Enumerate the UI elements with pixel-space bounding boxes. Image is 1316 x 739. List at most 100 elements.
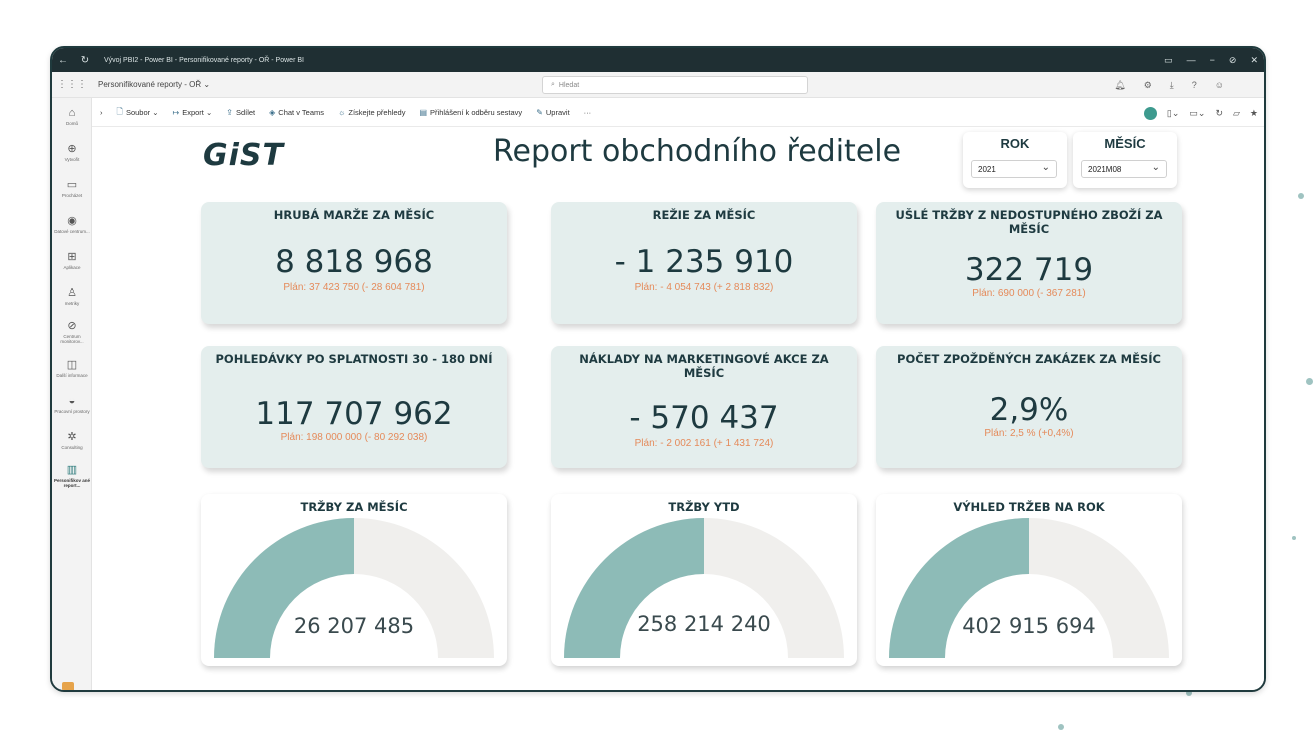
account-icon[interactable]: ☺ xyxy=(1214,80,1224,90)
nav-item-data-hub[interactable]: ◉ Datové centrum... xyxy=(54,214,90,234)
month-value: 2021M08 xyxy=(1088,164,1122,174)
power-bi-window: ← ↻ Vývoj PBI2 - Power BI - Personifikov… xyxy=(50,46,1266,692)
gauge-value: 258 214 240 xyxy=(637,612,771,636)
expand-chevron-icon[interactable]: › xyxy=(100,108,103,117)
gauge-card-monthly-sales[interactable]: TRŽBY ZA MĚSÍC 26 207 485 xyxy=(201,494,507,666)
report-toolbar: › 🗋︎ Soubor ⌄ ↦ Export ⌄ ⇪ Sdílet ◈ Chat v T… xyxy=(92,99,1264,127)
decorative-dot xyxy=(1186,690,1192,696)
maximize-icon[interactable]: ⊘ xyxy=(1228,54,1237,65)
kpi-card-overhead[interactable]: REŽIE ZA MĚSÍC - 1 235 910 Plán: - 4 054… xyxy=(551,202,857,324)
search-input[interactable]: ⌕ Hledat xyxy=(542,76,808,94)
pencil-icon: ✎ xyxy=(536,108,543,117)
gauge-title: VÝHLED TRŽEB NA ROK xyxy=(953,500,1105,514)
gauge-value: 402 915 694 xyxy=(962,614,1096,638)
kpi-title: HRUBÁ MARŽE ZA MĚSÍC xyxy=(273,208,435,222)
gauge-chart xyxy=(889,518,1169,658)
kpi-card-delayed-orders[interactable]: POČET ZPOŽDĚNÝCH ZAKÁZEK ZA MĚSÍC 2,9% P… xyxy=(876,346,1182,468)
teams-icon: ◈ xyxy=(269,108,276,117)
year-slicer-title: ROK xyxy=(1000,136,1030,151)
window-controls: ▭ — − ⊘ ✕ xyxy=(1164,48,1258,72)
nav-item-home[interactable]: ⌂ Domů xyxy=(65,106,78,126)
restore-icon[interactable]: ▭ xyxy=(1164,54,1173,65)
year-value: 2021 xyxy=(978,164,996,174)
kpi-card-receivables[interactable]: POHLEDÁVKY PO SPLATNOSTI 30 - 180 DNÍ 11… xyxy=(201,346,507,468)
title-bar: ← ↻ Vývoj PBI2 - Power BI - Personifikov… xyxy=(52,48,1264,72)
plus-icon: ⊕ xyxy=(67,142,77,155)
breadcrumb[interactable]: Personifikované reporty - OŘ ⌄ xyxy=(98,80,211,89)
kpi-plan: Plán: 198 000 000 (- 80 292 038) xyxy=(280,432,428,443)
favorite-icon[interactable]: ★ xyxy=(1249,107,1258,118)
bookmark-icon[interactable]: ▯⌄ xyxy=(1166,107,1180,118)
share-button[interactable]: ⇪ Sdílet xyxy=(226,108,256,117)
gauge-card-ytd-sales[interactable]: TRŽBY YTD 258 214 240 xyxy=(551,494,857,666)
gauge-card-yearly-outlook[interactable]: VÝHLED TRŽEB NA ROK 402 915 694 xyxy=(876,494,1182,666)
insights-button[interactable]: ☼ Získejte přehledy xyxy=(338,108,406,117)
month-dropdown[interactable]: 2021M08 ⌄ xyxy=(1081,160,1167,178)
gauge-value: 26 207 485 xyxy=(293,614,415,638)
kpi-card-gross-margin[interactable]: HRUBÁ MARŽE ZA MĚSÍC 8 818 968 Plán: 37 … xyxy=(201,202,507,324)
kpi-value: 2,9% xyxy=(989,392,1069,428)
kpi-card-marketing-costs[interactable]: NÁKLADY NA MARKETINGOVÉ AKCE ZA MĚSÍC - … xyxy=(551,346,857,468)
report-canvas: GiST Report obchodního ředitele ROK 2021… xyxy=(93,128,1264,690)
nav-item-create[interactable]: ⊕ Vytvořit xyxy=(64,142,80,162)
home-icon: ⌂ xyxy=(68,106,76,119)
nav-item-metrics[interactable]: ♙ metriky xyxy=(64,286,80,306)
comment-icon[interactable]: ▱ xyxy=(1233,107,1240,118)
kpi-title: UŠLÉ TRŽBY Z NEDOSTUPNÉHO ZBOŽÍ ZA MĚSÍC xyxy=(895,208,1163,236)
window-title: Vývoj PBI2 - Power BI - Personifikované … xyxy=(104,56,304,64)
nav-item-personified-reports[interactable]: ▥ Personifikov ané report... xyxy=(53,464,90,488)
refresh-icon[interactable]: ↻ xyxy=(80,54,90,66)
separator-icon: — xyxy=(1186,55,1196,65)
kpi-title: POČET ZPOŽDĚNÝCH ZAKÁZEK ZA MĚSÍC xyxy=(897,352,1161,366)
nav-item-learn[interactable]: ◫ Další informace xyxy=(56,358,88,378)
kpi-value: - 570 437 xyxy=(629,400,779,436)
bell-icon[interactable]: 🔔︎ xyxy=(1114,79,1126,90)
month-slicer: MĚSÍC 2021M08 ⌄ xyxy=(1073,132,1177,188)
export-menu[interactable]: ↦ Export ⌄ xyxy=(172,108,213,117)
gauge-fill xyxy=(564,518,704,658)
kpi-plan: Plán: - 4 054 743 (+ 2 818 832) xyxy=(634,282,774,293)
year-dropdown[interactable]: 2021 ⌄ xyxy=(971,160,1057,178)
kpi-plan: Plán: 690 000 (- 367 281) xyxy=(972,288,1086,299)
workspaces-icon: ◒ xyxy=(68,394,76,407)
nav-item-workspaces[interactable]: ◒ Pracovní prostory xyxy=(54,394,90,414)
kpi-card-lost-sales[interactable]: UŠLÉ TRŽBY Z NEDOSTUPNÉHO ZBOŽÍ ZA MĚSÍC… xyxy=(876,202,1182,324)
kpi-plan: Plán: 37 423 750 (- 28 604 781) xyxy=(283,282,425,293)
month-slicer-title: MĚSÍC xyxy=(1104,136,1146,151)
view-icon[interactable]: ▭⌄ xyxy=(1189,107,1206,118)
gauge-chart xyxy=(214,518,494,658)
teams-chat-button[interactable]: ◈ Chat v Teams xyxy=(269,108,325,117)
gauge-fill xyxy=(214,518,354,658)
decorative-dot xyxy=(1298,193,1304,199)
left-nav: ⌂ Domů ⊕ Vytvořit ▭ Procházet ◉ Datové centr… xyxy=(52,98,92,690)
subscribe-button[interactable]: ▤ Přihlášení k odběru sestavy xyxy=(419,108,523,117)
app-launcher-icon[interactable]: ⋮⋮⋮ xyxy=(57,79,87,90)
gear-icon[interactable]: ⚙ xyxy=(1143,79,1152,90)
chevron-down-icon: ⌄ xyxy=(1151,162,1160,173)
help-icon[interactable]: ? xyxy=(1191,80,1197,90)
nav-item-consulting[interactable]: ✲ Consulting xyxy=(61,430,83,450)
app-bar: ⋮⋮⋮ Personifikované reporty - OŘ ⌄ ⌕ Hle… xyxy=(52,72,1264,98)
kpi-value: - 1 235 910 xyxy=(614,244,794,280)
nav-item-browse[interactable]: ▭ Procházet xyxy=(61,178,83,198)
kpi-plan: Plán: 2,5 % (+0,4%) xyxy=(984,428,1074,439)
export-icon: ↦ xyxy=(172,108,180,117)
gauge-title: TRŽBY ZA MĚSÍC xyxy=(300,500,408,514)
nav-item-monitoring[interactable]: ⊘ Centrum monitorov... xyxy=(60,320,84,344)
download-icon[interactable]: ⤓ xyxy=(1169,79,1174,90)
refresh-icon[interactable]: ↻ xyxy=(1215,107,1223,118)
book-icon: ◫ xyxy=(66,358,78,371)
monitor-icon: ⊘ xyxy=(67,320,77,332)
status-icon[interactable] xyxy=(1143,106,1157,120)
folder-icon: ▭ xyxy=(66,178,78,191)
close-icon[interactable]: ✕ xyxy=(1250,54,1258,65)
chevron-down-icon: ⌄ xyxy=(1041,162,1050,173)
nav-item-apps[interactable]: ⊞ Aplikace xyxy=(63,250,81,270)
data-hub-icon: ◉ xyxy=(67,214,77,227)
edit-button[interactable]: ✎ Upravit xyxy=(536,108,570,117)
more-options-button[interactable]: ··· xyxy=(583,108,592,117)
file-menu[interactable]: 🗋︎ Soubor ⌄ xyxy=(117,106,159,120)
gauge-title: TRŽBY YTD xyxy=(668,500,740,514)
back-arrow-icon[interactable]: ← xyxy=(58,54,68,66)
minimize-icon[interactable]: − xyxy=(1209,55,1215,65)
